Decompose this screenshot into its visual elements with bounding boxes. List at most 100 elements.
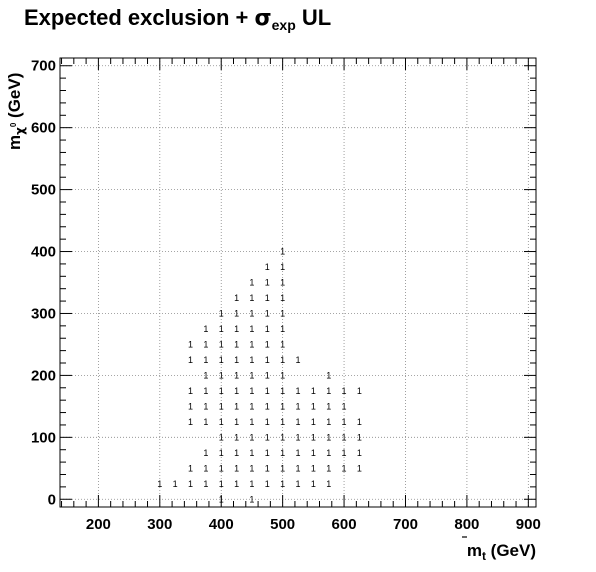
data-point: 1 bbox=[234, 339, 239, 349]
data-point: 1 bbox=[326, 479, 331, 489]
data-point: 1 bbox=[188, 401, 193, 411]
data-point: 1 bbox=[265, 262, 270, 272]
data-point: 1 bbox=[326, 463, 331, 473]
data-point: 1 bbox=[280, 278, 285, 288]
data-point: 1 bbox=[234, 463, 239, 473]
data-point: 1 bbox=[188, 386, 193, 396]
data-point: 1 bbox=[265, 401, 270, 411]
data-point: 1 bbox=[295, 448, 300, 458]
data-point: 1 bbox=[249, 401, 254, 411]
data-point: 1 bbox=[357, 417, 362, 427]
data-point: 1 bbox=[311, 432, 316, 442]
data-point: 1 bbox=[265, 355, 270, 365]
data-point: 1 bbox=[265, 448, 270, 458]
data-point: 1 bbox=[280, 247, 285, 257]
data-point: 1 bbox=[203, 355, 208, 365]
x-axis-title-tail: (GeV) bbox=[486, 541, 536, 560]
data-point: 1 bbox=[249, 432, 254, 442]
x-tick-label: 400 bbox=[209, 516, 234, 533]
data-point: 1 bbox=[280, 370, 285, 380]
data-point: 1 bbox=[249, 386, 254, 396]
y-tick-label: 200 bbox=[31, 367, 56, 384]
data-point: 1 bbox=[249, 278, 254, 288]
y-tick-label: 300 bbox=[31, 305, 56, 322]
data-point: 1 bbox=[295, 386, 300, 396]
data-point: 1 bbox=[203, 370, 208, 380]
data-point: 1 bbox=[219, 401, 224, 411]
data-point: 1 bbox=[234, 370, 239, 380]
data-point: 1 bbox=[280, 293, 285, 303]
data-point: 1 bbox=[342, 417, 347, 427]
data-point: 1 bbox=[265, 308, 270, 318]
data-point: 1 bbox=[249, 293, 254, 303]
data-point: 1 bbox=[157, 479, 162, 489]
data-point: 1 bbox=[280, 355, 285, 365]
chart-title-tail: UL bbox=[296, 5, 331, 30]
data-point: 1 bbox=[265, 463, 270, 473]
data-point: 1 bbox=[219, 355, 224, 365]
data-point: 1 bbox=[173, 479, 178, 489]
chart-title-main: Expected exclusion + bbox=[24, 5, 254, 30]
data-point: 1 bbox=[265, 370, 270, 380]
data-point: 1 bbox=[188, 355, 193, 365]
data-point: 1 bbox=[280, 417, 285, 427]
data-point: 1 bbox=[249, 479, 254, 489]
data-point: 1 bbox=[357, 448, 362, 458]
data-point: 1 bbox=[342, 448, 347, 458]
data-point: 1 bbox=[295, 463, 300, 473]
data-point: 1 bbox=[326, 401, 331, 411]
data-point: 1 bbox=[265, 479, 270, 489]
y-axis-title-tail: (GeV) bbox=[5, 73, 24, 123]
data-point: 1 bbox=[342, 463, 347, 473]
data-point: 1 bbox=[219, 448, 224, 458]
data-point: 1 bbox=[234, 324, 239, 334]
data-point: 1 bbox=[280, 324, 285, 334]
data-point: 1 bbox=[265, 386, 270, 396]
x-axis-title: mt (GeV) bbox=[467, 541, 536, 563]
data-point: 1 bbox=[219, 417, 224, 427]
data-point: 1 bbox=[234, 401, 239, 411]
data-point: 1 bbox=[311, 479, 316, 489]
data-point: 1 bbox=[265, 278, 270, 288]
data-point: 1 bbox=[249, 370, 254, 380]
data-point: 1 bbox=[357, 463, 362, 473]
data-point: 1 bbox=[311, 463, 316, 473]
data-point: 1 bbox=[219, 432, 224, 442]
data-point: 1 bbox=[280, 386, 285, 396]
data-point: 1 bbox=[203, 386, 208, 396]
data-point: 1 bbox=[249, 355, 254, 365]
x-tick-label: 300 bbox=[147, 516, 172, 533]
x-tick-label: 200 bbox=[86, 516, 111, 533]
data-point: 1 bbox=[234, 479, 239, 489]
data-point: 1 bbox=[188, 339, 193, 349]
data-point: 1 bbox=[342, 432, 347, 442]
data-point: 1 bbox=[311, 417, 316, 427]
data-point: 1 bbox=[326, 432, 331, 442]
data-point: 1 bbox=[249, 324, 254, 334]
data-point: 1 bbox=[280, 479, 285, 489]
data-point: 1 bbox=[342, 401, 347, 411]
data-point: 1 bbox=[326, 386, 331, 396]
x-tick-label: 800 bbox=[454, 516, 479, 533]
chart-title-subscript: exp bbox=[272, 17, 296, 33]
data-point: 1 bbox=[265, 339, 270, 349]
data-point: 1 bbox=[188, 417, 193, 427]
data-point: 1 bbox=[249, 308, 254, 318]
x-tick-label: 600 bbox=[332, 516, 357, 533]
y-tick-label: 100 bbox=[31, 429, 56, 446]
data-point: 1 bbox=[280, 339, 285, 349]
data-point: 1 bbox=[249, 494, 254, 504]
y-tick-label: 500 bbox=[31, 182, 56, 199]
data-point: 1 bbox=[188, 479, 193, 489]
data-point: 1 bbox=[311, 386, 316, 396]
data-point: 1 bbox=[280, 401, 285, 411]
data-point: 1 bbox=[249, 417, 254, 427]
data-point: 1 bbox=[234, 432, 239, 442]
data-point: 1 bbox=[326, 417, 331, 427]
y-axis-title: mχ0 (GeV) bbox=[5, 73, 27, 150]
data-point: 1 bbox=[234, 386, 239, 396]
data-point: 1 bbox=[203, 463, 208, 473]
data-point: 1 bbox=[357, 432, 362, 442]
data-point: 1 bbox=[219, 324, 224, 334]
